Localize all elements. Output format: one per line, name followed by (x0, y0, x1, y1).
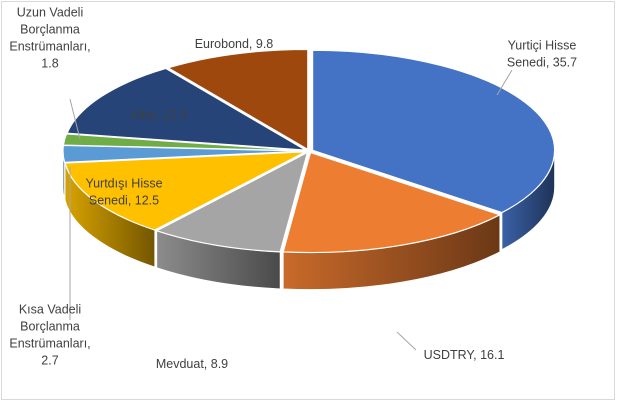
pie-slice-eurobond (166, 48, 309, 151)
leader-line-usdtry (396, 331, 417, 351)
leader-line-yurtici-hisse-senedi (496, 69, 513, 96)
data-label-mevduat: Mevduat, 8.9 (156, 357, 228, 371)
data-label-yurtdisi-hisse-senedi-line-1: Yurtdışı Hisse (85, 177, 162, 191)
data-label-uzun-vadeli-borclanma-enstrumanlari-line-2: Borçlanma (20, 23, 80, 37)
data-label-kisa-vadeli-borclanma-enstrumanlari-line-3: Enstrümanları, (9, 337, 90, 351)
data-label-altin: Altın, 12.5 (131, 108, 187, 122)
data-label-usdtry: USDTRY, 16.1 (424, 348, 505, 362)
pie-slice-mevduat (155, 151, 309, 253)
data-label-uzun-vadeli-borclanma-enstrumanlari-line-4: 1.8 (41, 57, 58, 71)
data-label-yurtici-hisse-senedi-line-1: Yurtiçi Hisse (508, 39, 577, 53)
pie-slice-altin (66, 67, 306, 151)
data-label-yurtici-hisse-senedi-line-2: Senedi, 35.7 (507, 56, 577, 70)
data-label-yurtdisi-hisse-senedi-line-2: Senedi, 12.5 (89, 194, 159, 208)
data-label-eurobond: Eurobond, 9.8 (195, 37, 274, 51)
pie-slice-yurtici-hisse-senedi (312, 49, 556, 214)
leader-line-uzun-vadeli-borclanma-enstrumanlari (69, 98, 81, 140)
pie-slice-yurtdisi-hisse-senedi (64, 151, 306, 231)
pie-slice-uzun-vadeli-borclanma-enstrumanlari (62, 133, 306, 152)
data-label-uzun-vadeli-borclanma-enstrumanlari-line-3: Enstrümanları, (9, 40, 90, 54)
data-label-kisa-vadeli-borclanma-enstrumanlari-line-2: Borçlanma (20, 320, 80, 334)
data-label-kisa-vadeli-borclanma-enstrumanlari-line-1: Kısa Vadeli (19, 303, 81, 317)
pie-slice-usdtry (282, 151, 502, 254)
data-label-kisa-vadeli-borclanma-enstrumanlari-line-4: 2.7 (41, 354, 58, 368)
data-label-uzun-vadeli-borclanma-enstrumanlari-line-1: Uzun Vadeli (17, 6, 83, 20)
